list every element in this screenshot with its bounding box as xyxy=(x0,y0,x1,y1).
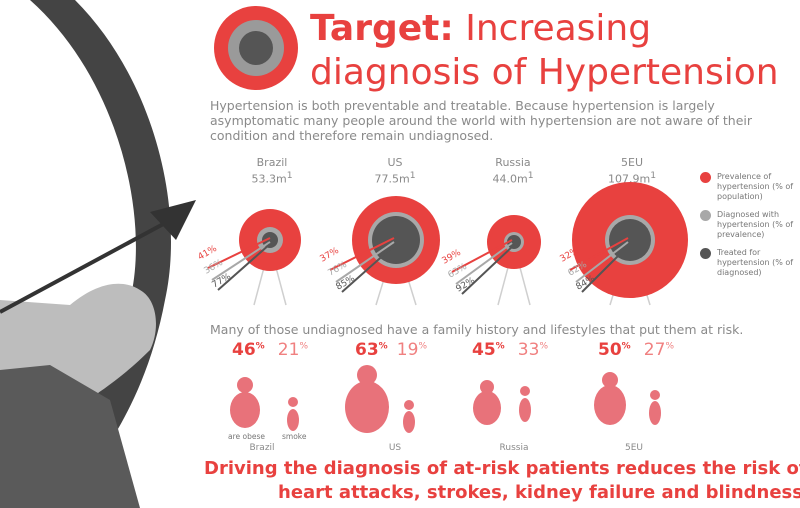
sleeve-shape xyxy=(0,365,140,508)
title-rest: Increasing xyxy=(465,8,652,49)
us-prevalence: 37% xyxy=(319,246,342,265)
smoker-person-icon xyxy=(649,390,661,425)
country-name: Russia xyxy=(495,156,531,169)
bottom-country-russia: Russia xyxy=(499,443,529,453)
risk-russia: 45% 33% xyxy=(472,340,548,360)
arrowhead-icon xyxy=(150,200,196,240)
footer-line-2: heart attacks, strokes, kidney failure a… xyxy=(278,482,800,503)
smoker-person-icon xyxy=(287,397,299,431)
obese-percent: 46% xyxy=(232,340,265,360)
country-population: 53.3m xyxy=(251,172,287,186)
country-name: Brazil xyxy=(256,156,288,169)
obese-percent: 45% xyxy=(472,340,505,360)
legend-item-diagnosed: Diagnosed with hypertension (% of preval… xyxy=(700,210,797,240)
country-label-us: US 77.5m1 xyxy=(350,156,440,186)
bottom-country-us: US xyxy=(388,443,402,453)
risk-5eu: 50% 27% xyxy=(598,340,674,360)
legend-dot-icon xyxy=(700,248,711,259)
smoke-percent: 27% xyxy=(643,340,674,360)
russia-treated: 92% xyxy=(455,276,478,295)
risk-brazil: 46% 21% xyxy=(232,340,308,360)
obese-person-icon xyxy=(473,380,501,425)
bottom-country-brazil: Brazil xyxy=(249,443,275,453)
smoker-person-icon xyxy=(403,400,415,433)
country-population: 107.9m xyxy=(607,172,651,186)
bottom-country-5eu: 5EU xyxy=(625,443,643,453)
country-name: 5EU xyxy=(621,156,643,169)
target-5eu xyxy=(572,182,688,298)
smoke-percent: 21% xyxy=(277,340,308,360)
legend-dot-icon xyxy=(700,172,711,183)
country-label-brazil: Brazil 53.3m1 xyxy=(227,156,317,186)
family-history-text: Many of those undiagnosed have a family … xyxy=(210,322,744,337)
footer-line-1: Driving the diagnosis of at-risk patient… xyxy=(204,458,800,479)
target-logo-icon xyxy=(214,6,298,90)
legend-item-prevalence: Prevalence of hypertension (% of populat… xyxy=(700,172,797,202)
obese-person-icon xyxy=(230,377,260,428)
intro-text: Hypertension is both preventable and tre… xyxy=(210,98,753,143)
targets-graphic: 41% 36% 77% 37% 76% 85% 39% 63% 92% 32% … xyxy=(197,182,688,306)
country-population: 77.5m xyxy=(374,172,410,186)
country-population: 44.0m xyxy=(492,172,528,186)
legend-item-treated: Treated for hypertension (% of diagnosed… xyxy=(700,248,797,278)
target-us xyxy=(352,196,440,284)
bow-illustration xyxy=(0,0,196,508)
bow-limb xyxy=(20,0,171,508)
obese-person-icon xyxy=(345,365,389,433)
country-name: US xyxy=(387,156,403,169)
target-russia xyxy=(487,215,541,269)
smoke-percent: 33% xyxy=(517,340,548,360)
smoke-percent: 19% xyxy=(396,340,427,360)
label-are-obese: are obese xyxy=(228,432,265,441)
legend: Prevalence of hypertension (% of populat… xyxy=(700,172,797,278)
smoker-person-icon xyxy=(519,386,531,422)
title-bold: Target: xyxy=(310,8,454,49)
country-label-5eu: 5EU 107.9m1 xyxy=(587,156,677,186)
label-smoke: smoke xyxy=(282,432,307,441)
arrow-shaft xyxy=(0,213,181,314)
legend-dot-icon xyxy=(700,210,711,221)
figures-graphic xyxy=(230,365,661,433)
obese-percent: 63% xyxy=(355,340,388,360)
risk-us: 63% 19% xyxy=(355,340,427,360)
target-brazil xyxy=(239,209,301,271)
page-title-line2: diagnosis of Hypertension xyxy=(310,52,779,93)
country-label-russia: Russia 44.0m1 xyxy=(468,156,558,186)
page-title: Target: Increasing xyxy=(310,8,651,49)
obese-person-icon xyxy=(594,372,626,425)
obese-percent: 50% xyxy=(598,340,631,360)
